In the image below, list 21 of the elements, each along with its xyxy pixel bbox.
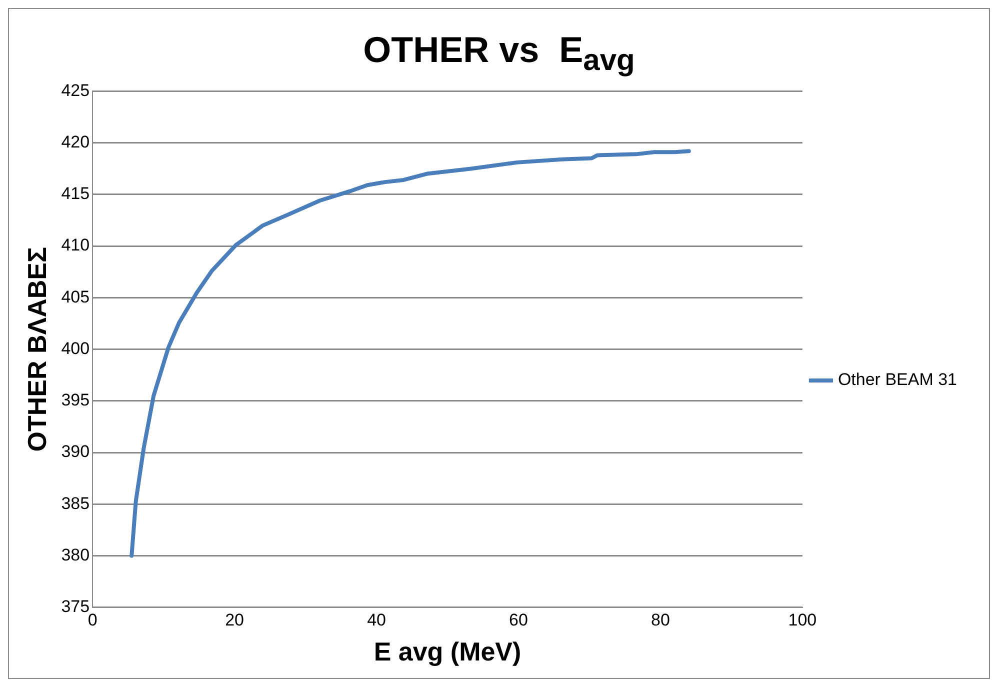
x-axis-title: E avg (MeV) (374, 636, 522, 667)
x-tick-label: 0 (88, 610, 98, 630)
y-tick-label: 415 (61, 184, 90, 204)
legend-label: Other BEAM 31 (838, 370, 958, 390)
y-tick-label: 375 (61, 597, 90, 616)
x-tick-label: 60 (509, 610, 528, 630)
y-tick-label: 420 (61, 132, 90, 152)
x-tick-label: 100 (788, 610, 817, 630)
y-tick-label: 425 (61, 81, 90, 100)
x-tick-label: 80 (651, 610, 670, 630)
y-tick-label: 380 (61, 546, 90, 565)
y-tick-label: 405 (61, 288, 90, 307)
y-tick-label: 395 (61, 390, 90, 410)
y-tick-label: 410 (61, 236, 90, 255)
y-tick-label: 390 (61, 442, 90, 462)
chart-title: OTHER vs E$_{avg}$ (362, 28, 636, 78)
x-tick-label: 40 (367, 610, 386, 630)
y-tick-label: 385 (61, 494, 90, 514)
y-tick-label: 400 (61, 339, 90, 358)
x-tick-label: 20 (225, 610, 244, 630)
y-axis-title: OTHER ΒΛΑΒΕΣ (22, 247, 52, 452)
